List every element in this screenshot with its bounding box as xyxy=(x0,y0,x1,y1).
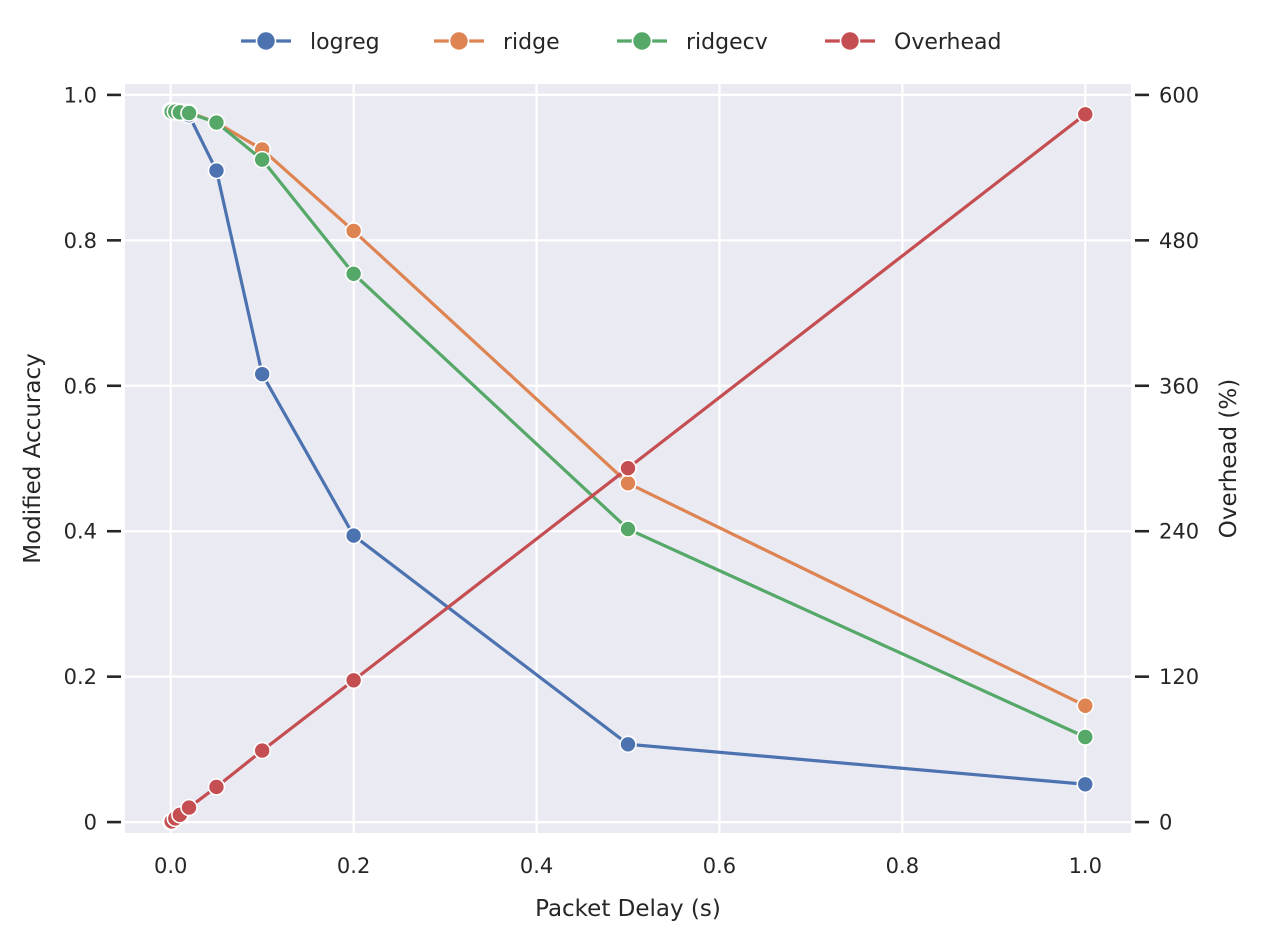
legend-marker xyxy=(631,30,653,52)
legend-marker xyxy=(839,30,861,52)
data-point xyxy=(253,150,271,169)
x-tick-label: 0.6 xyxy=(703,854,736,878)
x-axis-title: Packet Delay (s) xyxy=(535,896,721,922)
data-point xyxy=(344,264,363,283)
x-tick-label: 1.0 xyxy=(1069,854,1102,878)
y2-tick-label: 120 xyxy=(1159,665,1199,689)
data-point xyxy=(207,778,226,796)
data-point xyxy=(619,735,637,754)
data-point xyxy=(1076,105,1095,124)
x-tick-label: 0.4 xyxy=(520,854,553,878)
data-point xyxy=(207,113,226,132)
legend-label: ridge xyxy=(503,30,560,55)
y2-tick-label: 600 xyxy=(1159,83,1199,107)
series-layer xyxy=(161,102,1095,831)
legend-label: logreg xyxy=(310,30,380,55)
data-point xyxy=(180,104,198,122)
data-point xyxy=(1076,696,1095,715)
x-tick-label: 0.2 xyxy=(337,854,370,878)
grid xyxy=(125,84,1131,833)
y2-tick-label: 240 xyxy=(1159,520,1199,544)
legend-item: ridge xyxy=(434,30,560,55)
data-point xyxy=(344,671,363,690)
legend: logreg ridge ridgecv Overhead xyxy=(241,30,1001,55)
data-point xyxy=(1076,728,1095,746)
y2-axis-title: Overhead (%) xyxy=(1216,379,1242,538)
y2-tick-label: 360 xyxy=(1159,374,1199,398)
data-point xyxy=(619,520,637,538)
legend-marker xyxy=(448,30,470,52)
legend-marker xyxy=(255,30,277,52)
x-tick-label: 0.8 xyxy=(886,854,919,878)
data-point xyxy=(344,526,363,545)
data-point xyxy=(207,161,226,180)
data-point xyxy=(1076,775,1095,794)
legend-label: ridgecv xyxy=(686,30,768,55)
data-point xyxy=(619,474,637,493)
y-axis-title: Modified Accuracy xyxy=(20,353,46,563)
x-tick-label: 0.0 xyxy=(154,854,187,878)
y-tick-label: 0.6 xyxy=(64,374,97,398)
legend-label: Overhead xyxy=(894,30,1001,55)
data-point xyxy=(180,798,198,817)
y-tick-label: 0 xyxy=(84,811,97,835)
y2-tick-label: 0 xyxy=(1159,811,1172,835)
data-point xyxy=(253,365,271,383)
series-overhead xyxy=(161,105,1095,831)
legend-item: Overhead xyxy=(825,30,1001,55)
data-point xyxy=(253,741,271,760)
y-tick-label: 1.0 xyxy=(64,83,97,107)
y-tick-label: 0.4 xyxy=(64,520,97,544)
legend-item: logreg xyxy=(241,30,380,55)
legend-item: ridgecv xyxy=(617,30,768,55)
data-point xyxy=(344,222,363,240)
data-point xyxy=(619,459,637,477)
series-ridgecv xyxy=(161,102,1095,746)
axes: 0.0 0.2 0.4 0.6 0.8 1.0 0 0.2 0.4 0.6 0.8 1.0 0 120 24… xyxy=(64,83,1200,878)
y-tick-label: 0.8 xyxy=(64,229,97,253)
y-tick-label: 0.2 xyxy=(64,665,97,689)
y2-tick-label: 480 xyxy=(1159,229,1199,253)
